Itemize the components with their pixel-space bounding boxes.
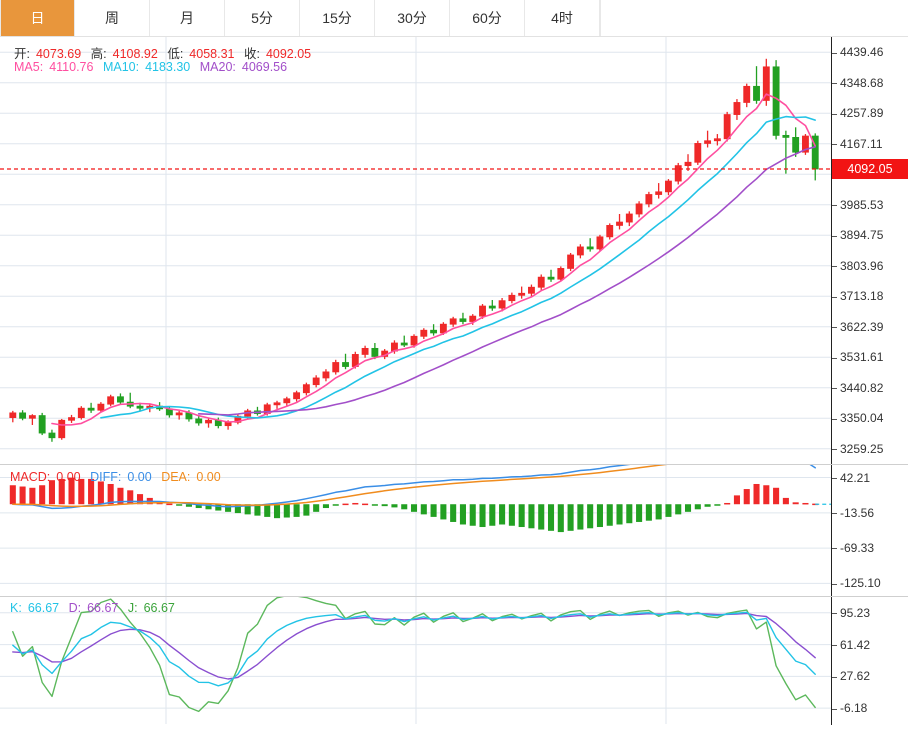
kdj-tick: 61.42 <box>832 638 870 652</box>
macd-axis: 42.21 -13.56 -69.33 -125.10 <box>831 465 908 596</box>
price-tick: 4439.46 <box>832 45 883 59</box>
kdj-plot-area[interactable] <box>0 597 832 725</box>
price-tick: 3350.04 <box>832 411 883 425</box>
price-chart-panel[interactable]: 开: 4073.69 高: 4108.92 低: 4058.31 收: 4092.05 … <box>0 37 908 465</box>
candlestick-svg <box>0 37 832 464</box>
kdj-tick: 27.62 <box>832 669 870 683</box>
tab-month[interactable]: 月 <box>150 0 225 36</box>
tab-week[interactable]: 周 <box>75 0 150 36</box>
timeframe-tabbar[interactable]: 日 周 月 5分 15分 30分 60分 4时 <box>0 0 908 37</box>
kdj-tick: -6.18 <box>832 701 867 715</box>
price-axis: 4439.464348.684257.894167.114076.323985.… <box>831 37 908 464</box>
price-tick: 3894.75 <box>832 228 883 242</box>
price-tick: 4167.11 <box>832 137 883 151</box>
tab-30min[interactable]: 30分 <box>375 0 450 36</box>
macd-tick: -69.33 <box>832 541 874 555</box>
current-price-badge: 4092.05 <box>832 158 908 179</box>
kdj-panel[interactable]: K: 66.67 D: 66.67 J: 66.67 95.23 61.42 27.62-… <box>0 597 908 725</box>
tab-day[interactable]: 日 <box>0 0 75 36</box>
macd-tick: -125.10 <box>832 576 881 590</box>
tab-15min[interactable]: 15分 <box>300 0 375 36</box>
tab-4hour[interactable]: 4时 <box>525 0 600 36</box>
macd-tick: 42.21 <box>832 471 870 485</box>
tabbar-spacer <box>600 0 908 36</box>
price-tick: 4257.89 <box>832 106 883 120</box>
price-tick: 4348.68 <box>832 76 883 90</box>
price-tick: 3440.82 <box>832 381 883 395</box>
price-tick: 3531.61 <box>832 350 883 364</box>
price-tick: 3803.96 <box>832 259 883 273</box>
price-tick: 3713.18 <box>832 289 883 303</box>
macd-svg <box>0 465 832 596</box>
price-tick: 3622.39 <box>832 320 883 334</box>
kdj-axis: 95.23 61.42 27.62 -6.18 <box>831 597 908 725</box>
tab-60min[interactable]: 60分 <box>450 0 525 36</box>
macd-panel[interactable]: MACD: 0.00 DIFF: 0.00 DEA: 0.00 42.21 -13.56… <box>0 465 908 597</box>
price-tick: 3259.25 <box>832 442 883 456</box>
price-tick: 3985.53 <box>832 198 883 212</box>
kdj-tick: 95.23 <box>832 606 870 620</box>
macd-plot-area[interactable] <box>0 465 832 596</box>
tab-5min[interactable]: 5分 <box>225 0 300 36</box>
kdj-svg <box>0 597 832 724</box>
price-plot-area[interactable] <box>0 37 832 464</box>
macd-tick: -13.56 <box>832 506 874 520</box>
